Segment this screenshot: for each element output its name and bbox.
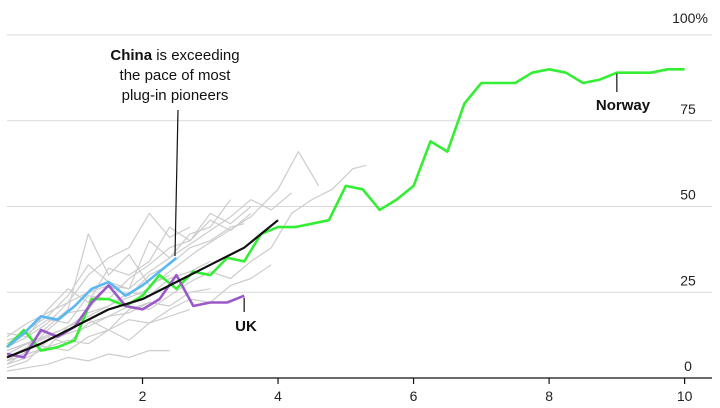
annotations: China is exceeding the pace of most plug… [110,47,650,335]
y-tick-label-75: 75 [680,101,696,117]
x-tick-label-6: 6 [410,388,418,404]
y-axis: 0 25 50 75 100% [672,10,708,374]
grey-series-group [6,151,367,372]
grey-series-line-7 [6,212,191,348]
black-series-line [6,219,279,359]
china-series-line [6,256,178,349]
grey-series-line-11 [6,308,191,362]
y-tick-label-0: 0 [684,358,692,374]
grey-series-line-4 [6,199,232,345]
grey-series-line-12 [6,350,170,372]
grey-series-line-5 [6,223,245,365]
china-leader-line [174,109,179,256]
grey-series-line-10 [6,212,252,341]
uk-label: UK [235,318,257,335]
china-annotation-rest: is exceeding [152,47,240,64]
china-annotation-line-1: China is exceeding [110,47,239,64]
y-tick-label-50: 50 [680,187,696,203]
china-label: China [110,47,152,64]
uk-series-line [6,273,245,359]
highlight-series-group [6,68,685,359]
norway-series-line [6,68,685,352]
gridlines [7,34,712,293]
norway-label: Norway [596,97,651,114]
x-tick-label-10: 10 [677,388,693,404]
china-annotation-line-2: the pace of most [120,67,232,84]
x-tick-label-8: 8 [545,388,553,404]
y-tick-label-100: 100% [672,10,708,26]
grey-series-line-1 [6,164,367,362]
x-tick-label-4: 4 [274,388,282,404]
grey-series-line-14 [6,206,252,338]
grey-series-line-13 [6,264,272,365]
x-tick-label-2: 2 [139,388,147,404]
x-axis: 2 4 6 8 10 [7,377,712,404]
china-annotation-line-3: plug-in pioneers [122,87,229,104]
y-tick-label-25: 25 [680,272,696,288]
